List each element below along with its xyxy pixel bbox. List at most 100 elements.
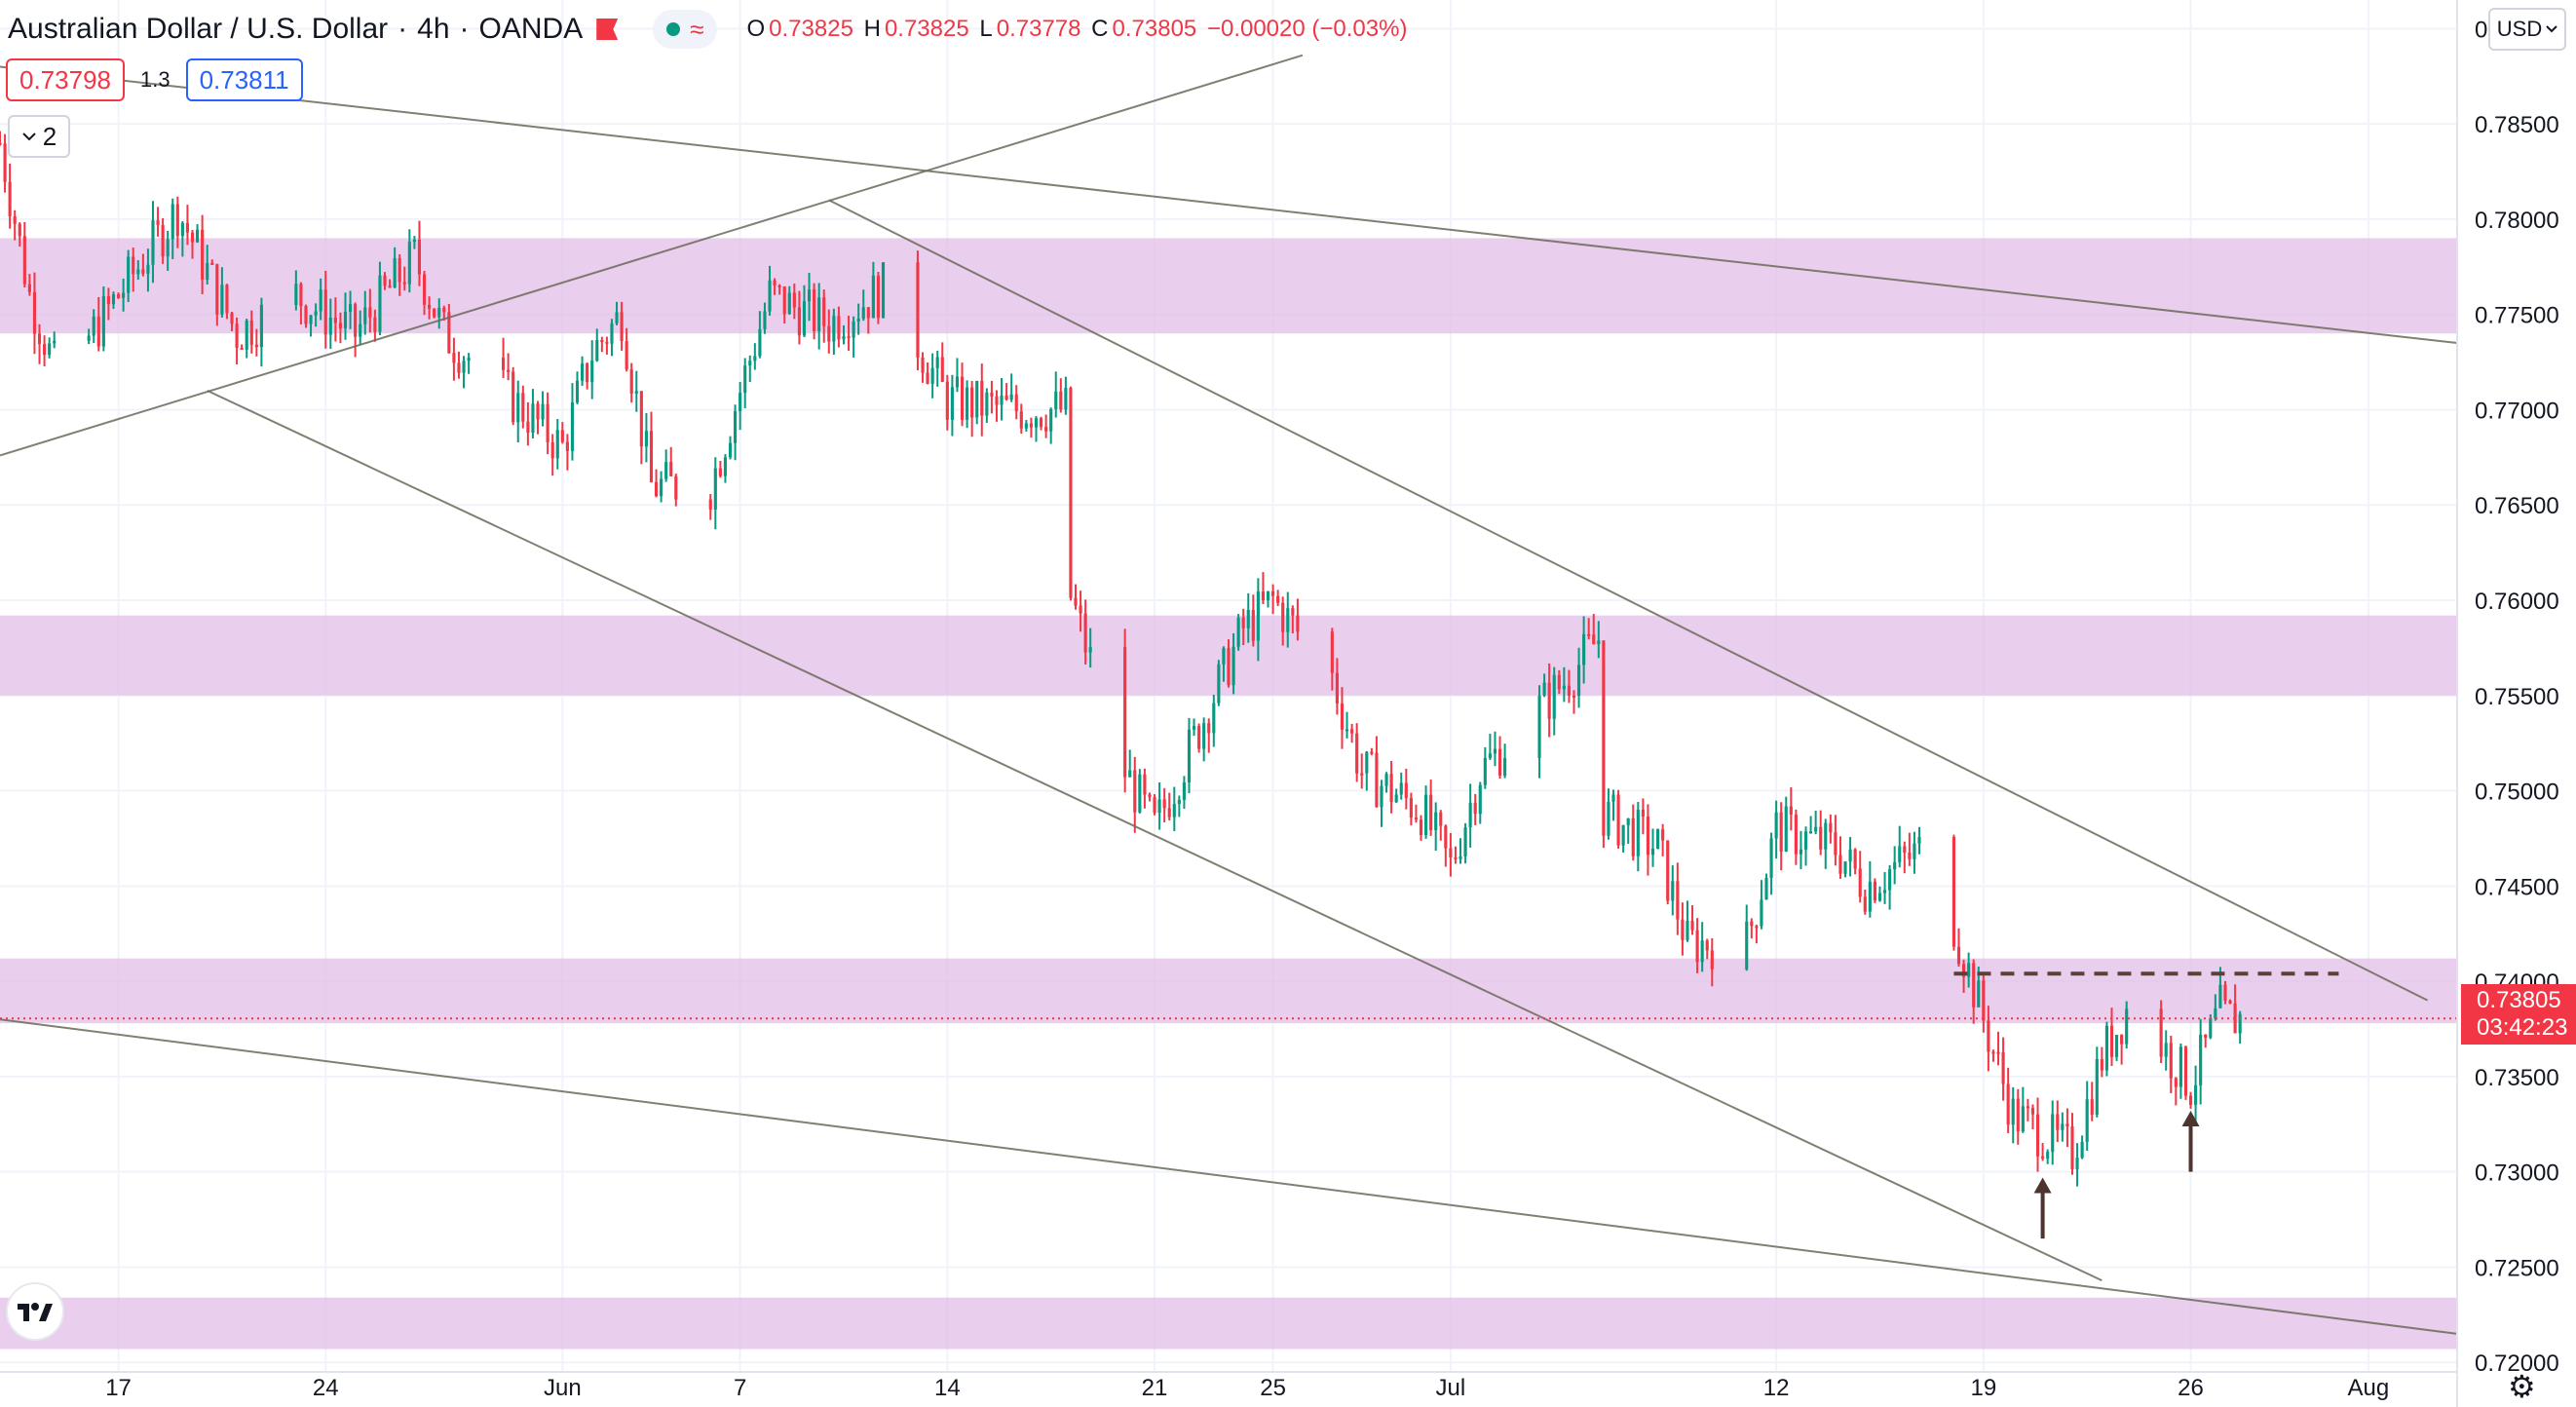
candle-body	[2125, 1008, 2129, 1045]
close-value: 0.73805	[1112, 16, 1197, 42]
candle-body	[1281, 602, 1285, 632]
candle-body	[516, 393, 520, 423]
price-tick-label: 0.75000	[2475, 780, 2559, 806]
candle-body	[333, 317, 337, 323]
candle-body	[1004, 395, 1008, 400]
candle-body	[1784, 806, 1788, 852]
candle-body	[1779, 812, 1783, 852]
candle-body	[141, 269, 145, 274]
candle-body	[2204, 1034, 2208, 1038]
candle-body	[1814, 826, 1818, 832]
candle-body	[383, 275, 387, 286]
candle-body	[1824, 822, 1828, 850]
candle-body	[1463, 827, 1467, 857]
candle-body	[32, 291, 37, 334]
candle-body	[1877, 893, 1882, 901]
candle-body	[1996, 1051, 2000, 1054]
candle-body	[2194, 1084, 2198, 1105]
tradingview-logo[interactable]	[8, 1284, 62, 1339]
candle-body	[1917, 836, 1921, 844]
candle-body	[96, 316, 100, 347]
sell-button[interactable]: 0.73798	[6, 58, 125, 101]
candle-body	[713, 468, 717, 510]
candle-body	[1636, 809, 1640, 856]
candle-body	[1069, 387, 1073, 598]
bar-countdown: 03:42:23	[2477, 1014, 2568, 1041]
candle-body	[1162, 799, 1166, 809]
candle-body	[560, 430, 564, 442]
candle-body	[1468, 802, 1472, 828]
candle-body	[644, 431, 648, 447]
candle-body	[590, 361, 594, 383]
candle-body	[822, 297, 826, 326]
candle-body	[861, 307, 865, 320]
candle-body	[837, 316, 841, 340]
currency-selector[interactable]: USD	[2488, 8, 2566, 51]
candle-body	[876, 275, 881, 319]
candle-body	[1650, 848, 1655, 856]
candle-body	[111, 294, 116, 305]
candle-body	[1863, 896, 1867, 912]
candle-body	[1567, 685, 1572, 696]
candle-body	[817, 297, 821, 331]
buy-button[interactable]: 0.73811	[185, 58, 303, 101]
candle-body	[175, 204, 179, 237]
candle-body	[669, 462, 673, 476]
candle-body	[1024, 423, 1028, 429]
market-status-pill[interactable]: ≈	[653, 10, 718, 49]
chart-legend: Australian Dollar / U.S. Dollar · 4h · O…	[8, 8, 1411, 51]
candle-body	[921, 357, 925, 373]
candle-body	[1908, 853, 1912, 859]
candle-body	[417, 239, 422, 275]
candle-body	[546, 403, 549, 442]
candle-body	[2011, 1098, 2015, 1125]
low-value: 0.73778	[996, 16, 1081, 42]
candle-body	[521, 393, 525, 422]
candle-body	[1483, 758, 1487, 785]
candle-body	[92, 316, 95, 336]
settings-gear-icon[interactable]: ⚙	[2508, 1369, 2536, 1404]
trade-panel: 0.73798 1.3 0.73811	[6, 58, 303, 101]
candle-body	[220, 285, 224, 315]
candle-body	[1143, 774, 1147, 795]
candle-body	[1893, 861, 1897, 870]
candle-body	[422, 274, 427, 305]
candle-body	[985, 392, 989, 416]
candle-body	[190, 232, 195, 243]
candle-body	[27, 284, 31, 292]
last-price-label: 0.73805 03:42:23	[2461, 984, 2576, 1045]
candle-body	[1873, 881, 1876, 901]
flag-icon[interactable]	[596, 19, 618, 40]
price-tick-label: 0.77500	[2475, 303, 2559, 329]
candle-body	[1557, 674, 1561, 690]
candle-body	[1009, 394, 1013, 400]
candle-body	[201, 229, 205, 280]
candle-body	[2159, 1008, 2163, 1057]
candle-body	[2051, 1114, 2055, 1153]
candle-body	[462, 361, 466, 373]
candle-body	[526, 421, 530, 433]
candle-body	[797, 307, 801, 336]
indicators-toggle-button[interactable]: 2	[8, 115, 70, 158]
candle-body	[2183, 1046, 2188, 1096]
candle-body	[1848, 849, 1852, 862]
candle-body	[170, 204, 174, 240]
candle-body	[995, 396, 999, 405]
candle-body	[1157, 799, 1161, 814]
symbol-title[interactable]: Australian Dollar / U.S. Dollar	[8, 13, 389, 45]
candle-body	[136, 269, 140, 275]
candle-body	[634, 391, 638, 394]
candle-body	[1819, 826, 1823, 850]
interval-label[interactable]: 4h	[417, 13, 450, 45]
candle-body	[2035, 1114, 2040, 1157]
candle-body	[1148, 794, 1152, 797]
candle-body	[116, 294, 121, 298]
candle-body	[1991, 1051, 1995, 1054]
candle-body	[1291, 608, 1295, 616]
candle-body	[254, 344, 258, 348]
candle-body	[428, 304, 432, 309]
open-value: 0.73825	[769, 16, 853, 42]
candle-body	[1409, 797, 1413, 818]
candle-body	[639, 391, 643, 447]
